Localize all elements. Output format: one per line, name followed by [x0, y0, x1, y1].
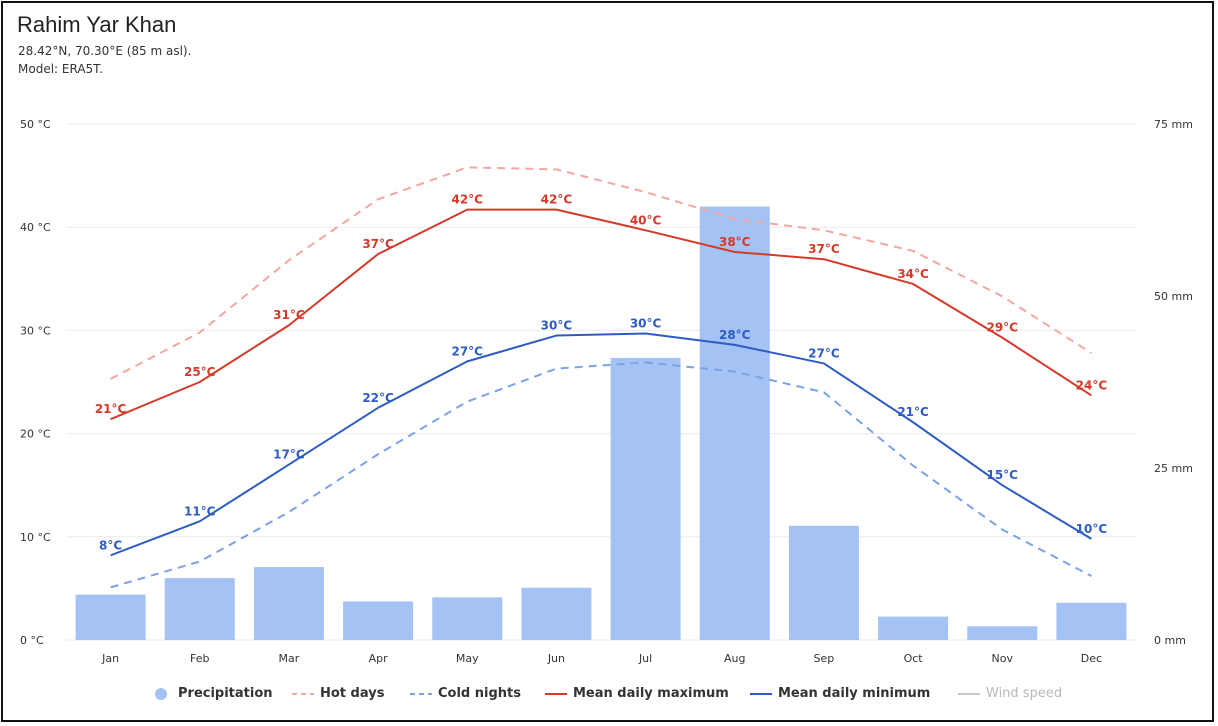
mean-daily-maximum-label: 29°C — [986, 321, 1018, 335]
x-tick-label: Sep — [814, 652, 835, 665]
mean-daily-minimum-label: 10°C — [1076, 522, 1108, 536]
y-left-tick-label: 50 °C — [20, 118, 51, 131]
mean-daily-maximum-label: 31°C — [273, 308, 305, 322]
precipitation-bar[interactable] — [75, 594, 146, 640]
legend-label: Mean daily maximum — [573, 686, 729, 701]
model-subtitle: Model: ERA5T. — [18, 62, 103, 76]
dashed-line-icon — [292, 688, 314, 700]
legend-item-cold-nights[interactable]: Cold nights — [410, 686, 521, 701]
location-subtitle: 28.42°N, 70.30°E (85 m asl). — [18, 44, 192, 58]
mean-daily-minimum-label: 28°C — [719, 328, 751, 342]
line-icon — [958, 688, 980, 700]
mean-daily-minimum-label: 30°C — [630, 316, 662, 330]
legend-label: Cold nights — [438, 686, 521, 701]
legend-item-mean-daily-maximum[interactable]: Mean daily maximum — [545, 686, 729, 701]
precipitation-bar[interactable] — [699, 206, 770, 640]
y-right-tick-label: 25 mm — [1154, 462, 1193, 475]
x-tick-label: Aug — [724, 652, 745, 665]
x-tick-label: Feb — [190, 652, 209, 665]
precipitation-bar[interactable] — [878, 616, 949, 640]
legend-label: Mean daily minimum — [778, 686, 931, 701]
mean-daily-maximum-label: 37°C — [362, 237, 394, 251]
x-tick-label: Oct — [904, 652, 924, 665]
legend-item-hot-days[interactable]: Hot days — [292, 686, 384, 701]
line-icon — [545, 688, 567, 700]
legend-item-mean-daily-minimum[interactable]: Mean daily minimum — [750, 686, 930, 701]
mean-daily-minimum-label: 21°C — [897, 405, 929, 419]
y-left-tick-label: 20 °C — [20, 428, 51, 441]
mean-daily-minimum-label: 27°C — [451, 344, 483, 358]
dashed-line-icon — [410, 688, 432, 700]
y-right-tick-label: 75 mm — [1154, 118, 1193, 131]
mean-daily-minimum-label: 27°C — [808, 346, 840, 360]
x-tick-label: Jan — [101, 652, 119, 665]
y-left-tick-label: 40 °C — [20, 221, 51, 234]
mean-daily-maximum-label: 34°C — [897, 267, 929, 281]
mean-daily-maximum-label: 37°C — [808, 242, 840, 256]
precipitation-bar[interactable] — [1056, 602, 1127, 640]
mean-daily-minimum-line[interactable] — [110, 332, 1092, 557]
mean-daily-minimum-label: 17°C — [273, 448, 305, 462]
mean-daily-minimum-label: 8°C — [99, 538, 122, 552]
y-right-tick-label: 0 mm — [1154, 634, 1186, 647]
mean-daily-maximum-label: 21°C — [95, 402, 127, 416]
precipitation-bar[interactable] — [432, 597, 503, 640]
mean-daily-maximum-label: 42°C — [541, 193, 573, 207]
line-icon — [750, 688, 772, 700]
hot-days-line[interactable] — [110, 166, 1092, 380]
x-tick-label: Jul — [638, 652, 652, 665]
mean-daily-maximum-label: 24°C — [1076, 378, 1108, 392]
mean-daily-maximum-label: 40°C — [630, 213, 662, 227]
legend-label: Hot days — [320, 686, 385, 701]
mean-daily-maximum-label: 38°C — [719, 235, 751, 249]
chart-legend: Precipitation Hot days Cold nights Mean dai… — [0, 682, 1218, 708]
mean-daily-minimum-label: 22°C — [362, 391, 394, 405]
y-left-tick-label: 10 °C — [20, 531, 51, 544]
cold-nights-line[interactable] — [110, 361, 1092, 589]
x-tick-label: Apr — [369, 652, 389, 665]
precipitation-bar[interactable] — [788, 525, 859, 640]
x-tick-label: Dec — [1081, 652, 1102, 665]
legend-item-precipitation[interactable]: Precipitation — [150, 686, 273, 701]
chart-title: Rahim Yar Khan — [17, 12, 177, 37]
precipitation-bar[interactable] — [343, 601, 414, 640]
precipitation-bar[interactable] — [253, 567, 324, 640]
legend-label: Wind speed — [986, 686, 1063, 701]
mean-daily-minimum-label: 11°C — [184, 504, 216, 518]
dot-icon — [150, 687, 172, 700]
mean-daily-maximum-label: 25°C — [184, 365, 216, 379]
precipitation-bar[interactable] — [967, 626, 1038, 640]
x-tick-label: May — [456, 652, 479, 665]
x-tick-label: Nov — [992, 652, 1014, 665]
y-right-tick-label: 50 mm — [1154, 290, 1193, 303]
y-left-tick-label: 0 °C — [20, 634, 44, 647]
legend-item-wind-speed[interactable]: Wind speed — [958, 686, 1062, 701]
legend-label: Precipitation — [178, 686, 273, 701]
precipitation-bar[interactable] — [610, 357, 681, 640]
x-tick-label: Mar — [279, 652, 300, 665]
mean-daily-minimum-label: 15°C — [986, 468, 1018, 482]
mean-daily-maximum-label: 42°C — [451, 193, 483, 207]
precipitation-bar[interactable] — [521, 587, 592, 640]
x-tick-label: Jun — [547, 652, 565, 665]
precipitation-bar[interactable] — [164, 578, 235, 640]
mean-daily-maximum-line[interactable] — [110, 208, 1092, 421]
y-left-tick-label: 30 °C — [20, 324, 51, 337]
mean-daily-minimum-label: 30°C — [541, 319, 573, 333]
